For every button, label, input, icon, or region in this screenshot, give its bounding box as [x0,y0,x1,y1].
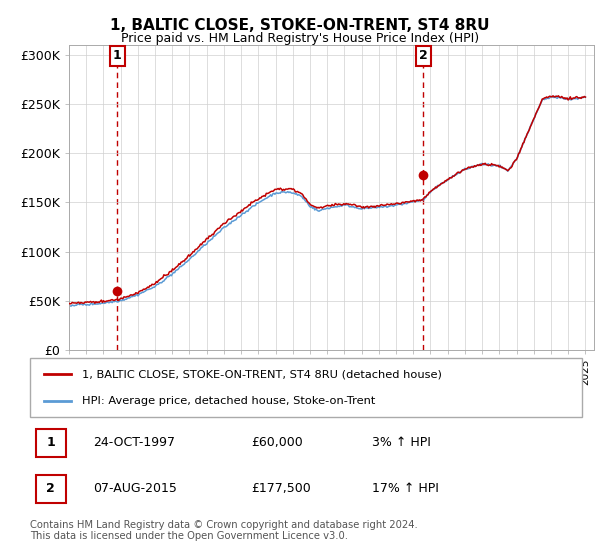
Text: Price paid vs. HM Land Registry's House Price Index (HPI): Price paid vs. HM Land Registry's House … [121,32,479,45]
Text: 1, BALTIC CLOSE, STOKE-ON-TRENT, ST4 8RU (detached house): 1, BALTIC CLOSE, STOKE-ON-TRENT, ST4 8RU… [82,369,442,379]
Text: HPI: Average price, detached house, Stoke-on-Trent: HPI: Average price, detached house, Stok… [82,396,376,407]
Text: 17% ↑ HPI: 17% ↑ HPI [372,482,439,495]
Text: Contains HM Land Registry data © Crown copyright and database right 2024.
This d: Contains HM Land Registry data © Crown c… [30,520,418,542]
FancyBboxPatch shape [30,358,582,417]
Text: 3% ↑ HPI: 3% ↑ HPI [372,436,431,449]
Text: £60,000: £60,000 [251,436,302,449]
FancyBboxPatch shape [35,475,66,503]
Text: 2: 2 [419,49,428,62]
Text: 24-OCT-1997: 24-OCT-1997 [94,436,175,449]
Text: 2: 2 [46,482,55,495]
Text: 1: 1 [46,436,55,449]
Text: £177,500: £177,500 [251,482,311,495]
Text: 1: 1 [113,49,122,62]
FancyBboxPatch shape [35,429,66,457]
Text: 1, BALTIC CLOSE, STOKE-ON-TRENT, ST4 8RU: 1, BALTIC CLOSE, STOKE-ON-TRENT, ST4 8RU [110,18,490,33]
Text: 07-AUG-2015: 07-AUG-2015 [94,482,178,495]
